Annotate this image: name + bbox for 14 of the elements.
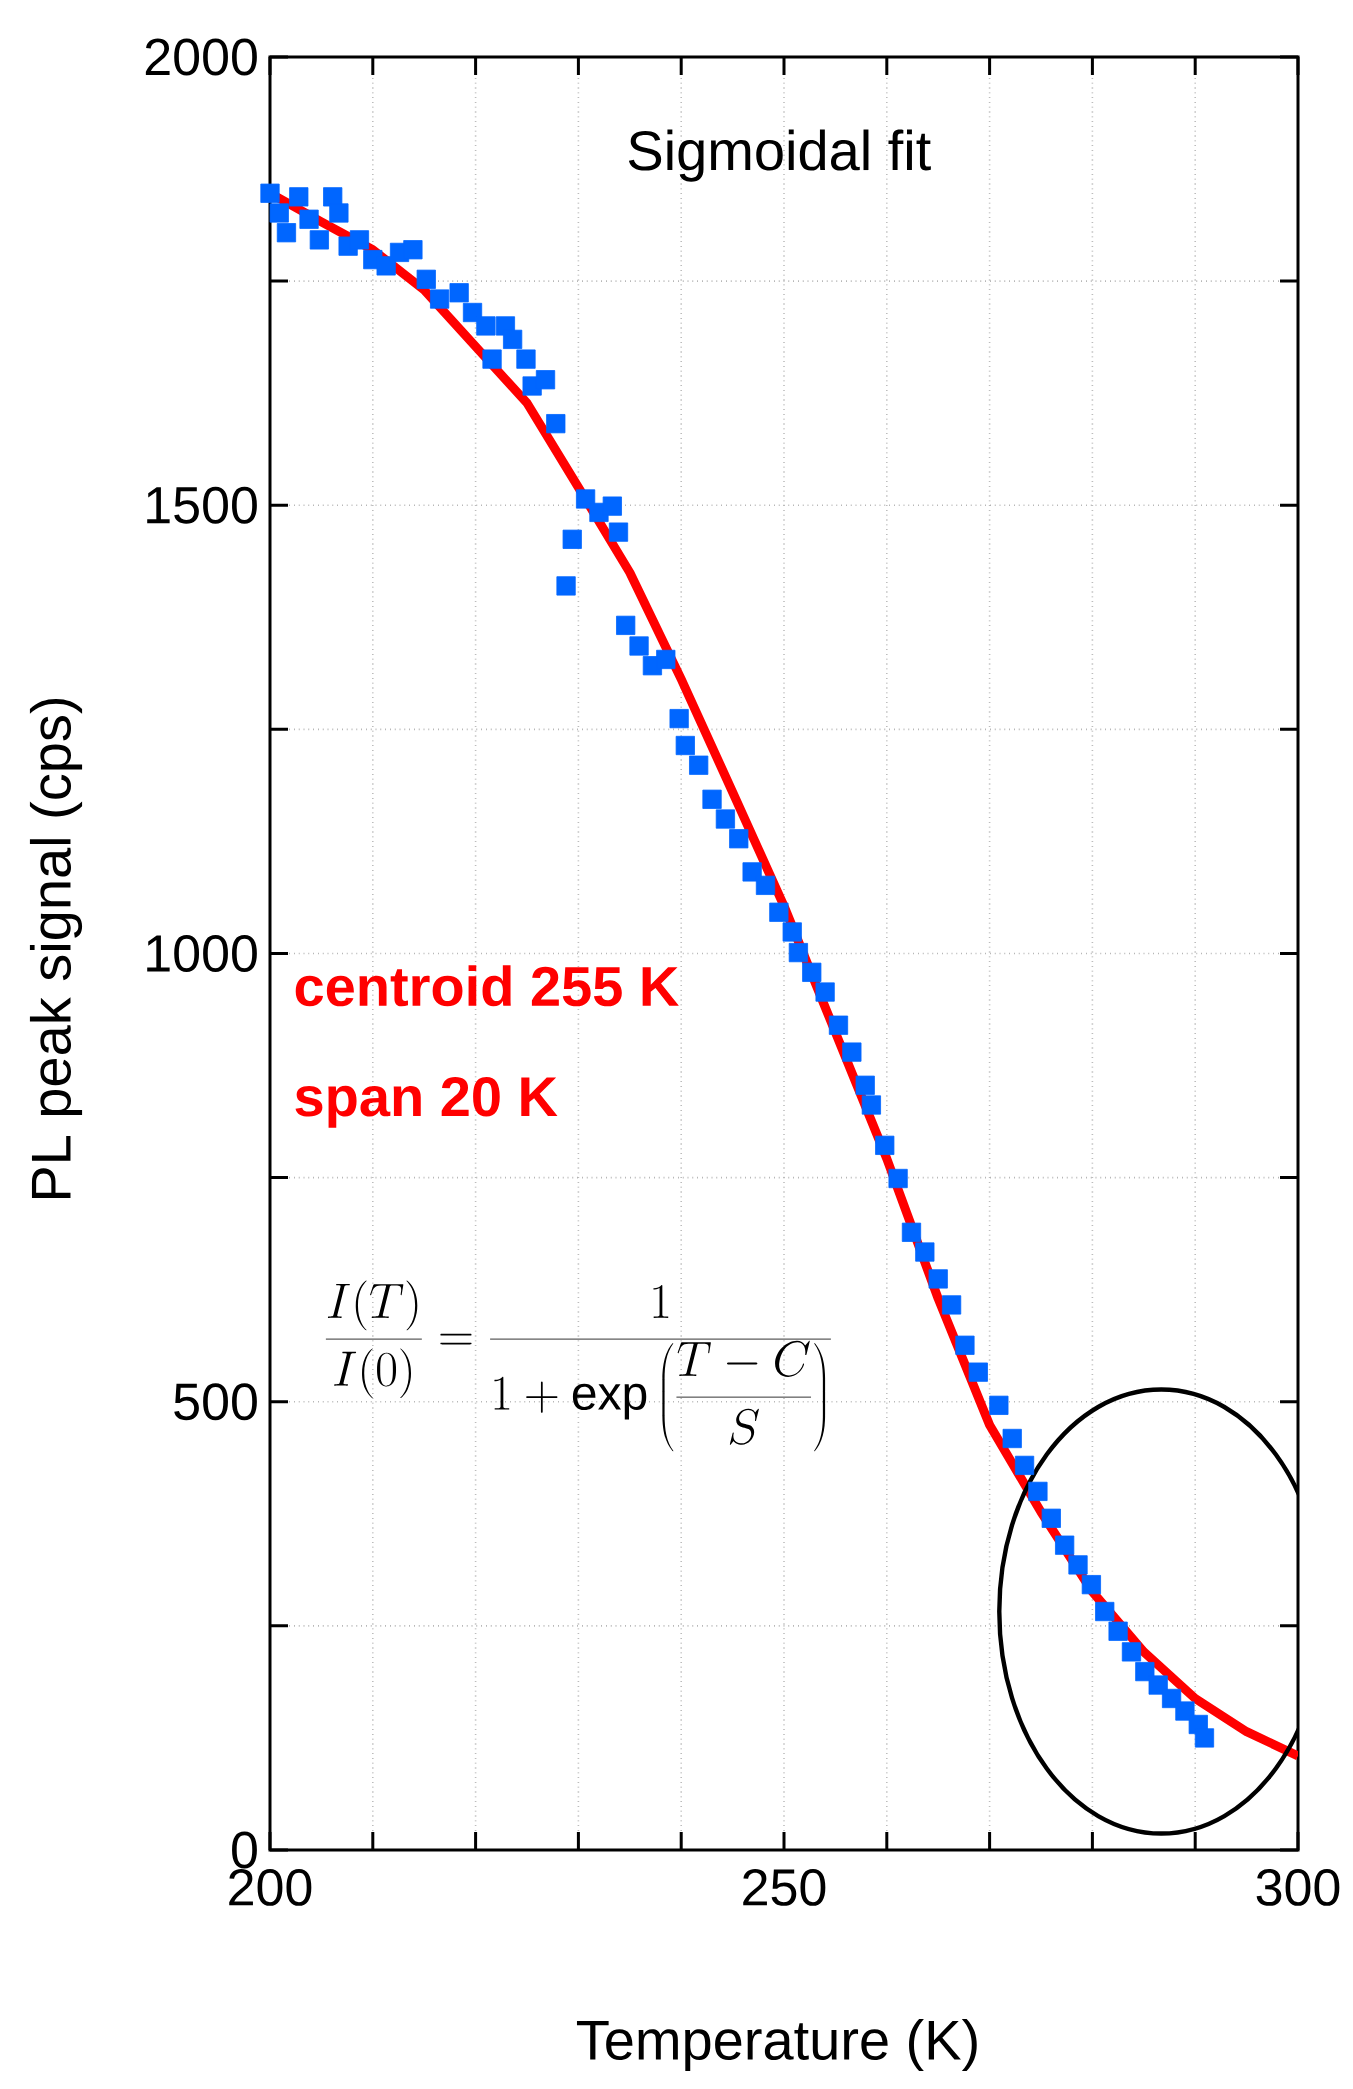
annotation: span 20 K [295,1076,558,1128]
text: Sigmoidal fit [628,129,931,182]
y-tick-label: 1500 [147,486,257,524]
x-tick-label: 300 [1256,1869,1340,1906]
y-tick-label: 1000 [147,935,257,972]
y-tick-label: 0 [232,1831,257,1869]
y-axis-title: PL peak signal (cps) [29,698,83,1199]
x-axis-title: Temperature (K) [576,2018,977,2072]
x-tick-label: 200 [229,1869,312,1906]
annotation: centroid 255 K [295,965,679,1007]
annotation: $\frac{I(T)}{I(0)}=\frac{1}{1+\exp\left(\displaystyle\frac{T-C}{S}\right)}$ [325,1280,831,1452]
y-tick-label: 500 [174,1383,257,1421]
x-tick-label: 250 [743,1869,826,1906]
y-tick-label: 2000 [145,38,257,76]
